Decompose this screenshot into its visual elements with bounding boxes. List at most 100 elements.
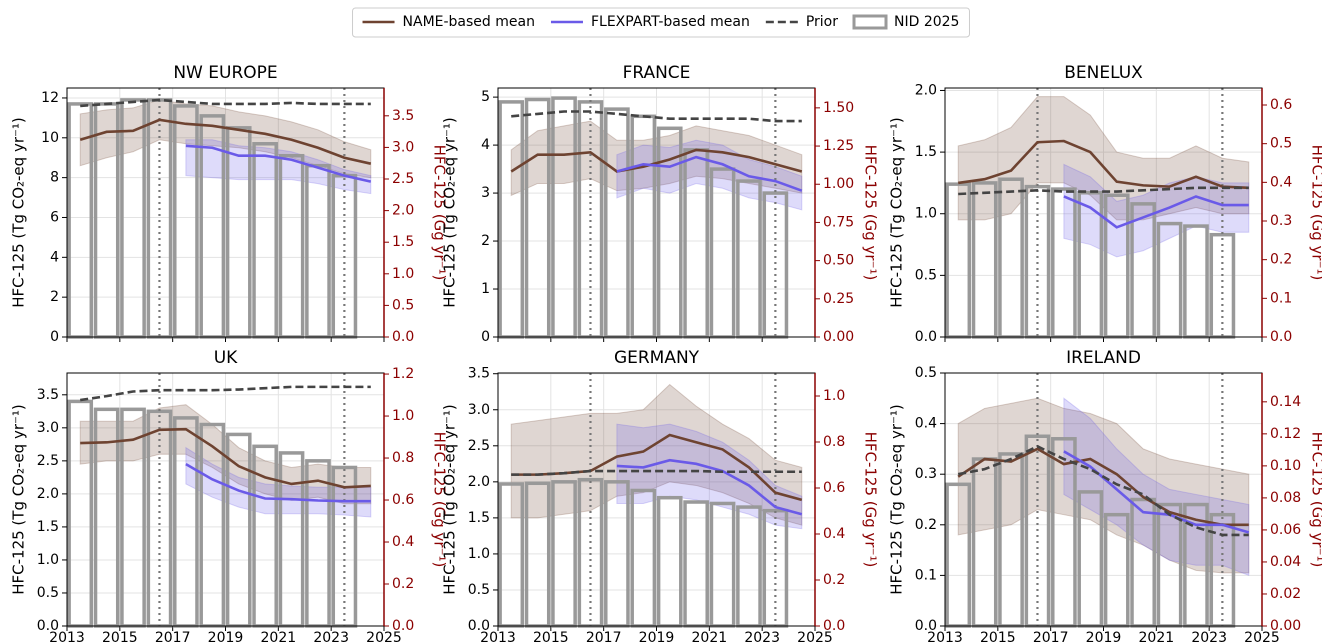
x-tick-label: 2025 (366, 630, 402, 643)
y-tick-label: 0.0 (37, 618, 59, 634)
legend-label: NID 2025 (894, 14, 959, 30)
y-tick-label: 0 (50, 329, 59, 345)
bar (656, 495, 683, 628)
x-tick-label: 2017 (155, 630, 191, 643)
y2-tick-label: 0.8 (392, 450, 414, 466)
panel-title: IRELAND (1066, 348, 1141, 368)
x-tick-label: 2021 (261, 630, 297, 643)
panel: 0.00.51.01.52.00.00.10.20.30.40.50.6NID … (888, 63, 1322, 345)
x-tick-label: 2023 (744, 630, 780, 643)
y2-tick-label: 0.2 (1270, 252, 1292, 268)
y-tick-label: 0.1 (915, 567, 937, 583)
x-tick-label: 2025 (797, 630, 833, 643)
y2-tick-label: 0.6 (392, 492, 414, 508)
y-axis-label: HFC-125 (Tg CO₂-eq yr⁻¹) (888, 117, 906, 308)
prior-line: Prior (511, 469, 802, 476)
bar (305, 163, 331, 339)
x-tick-label: 2013 (927, 630, 963, 643)
y-tick-label: 1.0 (37, 552, 59, 568)
x-tick-label: 2023 (1191, 630, 1227, 643)
y-tick-label: 10 (41, 130, 59, 146)
legend-swatch (852, 14, 888, 30)
y-axis-label: HFC-125 (Tg CO₂-eq yr⁻¹) (10, 404, 28, 595)
y-tick-label: 1.0 (915, 206, 937, 222)
y-tick-label: 2.5 (37, 453, 59, 469)
y-tick-label: 3.5 (37, 387, 59, 403)
x-tick-label: 2015 (102, 630, 138, 643)
y-tick-label: 2 (481, 233, 490, 249)
y-tick-label: 1.5 (37, 519, 59, 535)
y2-tick-label: 0.50 (823, 253, 854, 269)
panel-title: BENELUX (1064, 63, 1143, 83)
x-tick-label: 2015 (533, 630, 569, 643)
panel-title: NW EUROPE (173, 63, 277, 83)
y-tick-label: 0.2 (915, 517, 937, 533)
y-axis-label: HFC-125 (Tg CO₂-eq yr⁻¹) (10, 117, 28, 308)
mean-line: NAME-based mean (80, 427, 371, 489)
x-tick-label: 2019 (208, 630, 244, 643)
y2-tick-label: 1.25 (823, 138, 854, 154)
y-tick-label: 0.3 (915, 466, 937, 482)
y2-tick-label: 0.0 (392, 618, 414, 634)
y-tick-label: 0.5 (915, 267, 937, 283)
mean-line: FLEXPART-based mean (1063, 195, 1249, 229)
x-tick-label: 2021 (692, 630, 728, 643)
uncertainty-band (510, 383, 803, 526)
y-tick-label: 8 (50, 170, 59, 186)
y2-tick-label: 0.6 (823, 480, 845, 496)
legend-label: FLEXPART-based mean (591, 14, 750, 30)
y2-tick-label: 2.5 (392, 171, 414, 187)
y2-tick-label: 0.02 (1270, 586, 1301, 602)
y2-tick-label: 0.08 (1270, 490, 1301, 506)
y2-tick-label: 0.75 (823, 214, 854, 230)
y2-tick-label: 0.00 (1270, 618, 1301, 634)
y2-tick-label: 0.5 (1270, 136, 1292, 152)
y-tick-label: 2.0 (37, 486, 59, 502)
y2-tick-label: 0.0 (392, 329, 414, 345)
y2-tick-label: 0.3 (1270, 213, 1292, 229)
panel: 2013 2015 2017 2019 2021 2023 20250.00.51.01.5… (10, 348, 449, 643)
y2-tick-label: 0.5 (392, 297, 414, 313)
prior-line: Prior (80, 385, 371, 402)
bar (709, 501, 736, 628)
y2-axis-label: HFC-125 (Gg yr⁻¹) (862, 432, 880, 568)
y2-tick-label: 0.1 (1270, 290, 1292, 306)
y-tick-label: 1.0 (468, 546, 490, 562)
y-tick-label: 12 (41, 90, 59, 106)
y2-tick-label: 1.2 (392, 366, 414, 382)
y-tick-label: 4 (50, 249, 59, 265)
x-tick-label: 2019 (639, 630, 675, 643)
y2-axis-label: HFC-125 (Gg yr⁻¹) (862, 145, 880, 281)
uncertainty-band (616, 423, 803, 530)
y-tick-label: 3.5 (468, 366, 490, 382)
y2-tick-label: 0.8 (823, 434, 845, 450)
y-tick-label: 0.0 (915, 618, 937, 634)
bar (498, 100, 525, 339)
y2-tick-label: 0.14 (1270, 394, 1301, 410)
bar (736, 505, 762, 628)
y-tick-label: 3.0 (468, 402, 490, 418)
y2-tick-label: 1.0 (392, 266, 414, 282)
x-tick-label: 2013 (480, 630, 516, 643)
y2-axis-label: HFC-125 (Gg yr⁻¹) (1309, 145, 1322, 281)
y2-tick-label: 0.06 (1270, 522, 1301, 538)
uncertainty-band (616, 139, 803, 211)
panel-title: FRANCE (623, 63, 691, 83)
y2-tick-label: 0.4 (392, 534, 414, 550)
y2-tick-label: 1.00 (823, 176, 854, 192)
uncertainty-band (1063, 397, 1250, 577)
y-tick-label: 3 (481, 185, 490, 201)
x-tick-label: 2019 (1086, 630, 1122, 643)
y-tick-label: 1.5 (468, 510, 490, 526)
y2-tick-label: 3.5 (392, 108, 414, 124)
y-tick-label: 2.0 (468, 474, 490, 490)
x-tick-label: 2015 (980, 630, 1016, 643)
y2-tick-label: 0.00 (823, 329, 854, 345)
y2-tick-label: 2.0 (392, 203, 414, 219)
y2-tick-label: 0.2 (823, 572, 845, 588)
y2-tick-label: 1.0 (392, 408, 414, 424)
y2-tick-label: 0.0 (1270, 329, 1292, 345)
panel: 2013 2015 2017 2019 2021 2023 2025 0.0 0.1 0.2 0.3… (888, 348, 1322, 643)
y2-axis-label: HFC-125 (Gg yr⁻¹) (431, 145, 449, 281)
